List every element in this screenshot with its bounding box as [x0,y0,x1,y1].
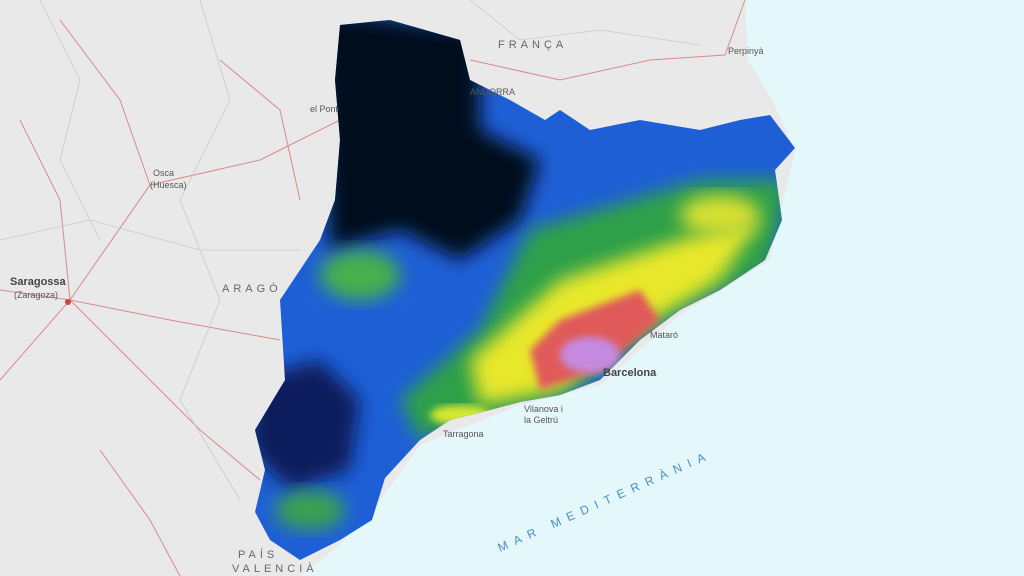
country-label: FRANÇA [498,39,567,51]
roads [0,0,746,576]
country-label: ANDORRA [470,87,515,97]
city-label: Barcelona [603,367,657,379]
city-label: Saragossa [10,276,67,288]
city-label: (Huesca) [150,180,187,190]
region-label: VALENCIÀ [232,562,318,575]
city-label: (Zaragoza) [14,290,58,300]
city-dot [65,299,71,305]
borders [0,0,701,501]
city-label: Vilanova i [524,404,563,414]
region-label: PAÍS [238,548,278,561]
sea-area [300,0,1024,576]
city-label: Tarragona [443,429,484,439]
region-label: ARAGÓ [222,282,282,295]
city-label: Mataró [650,330,678,340]
city-label: Osca [153,168,174,178]
city-label: Perpinyà [728,46,764,56]
city-label: la Geltrú [524,415,558,425]
